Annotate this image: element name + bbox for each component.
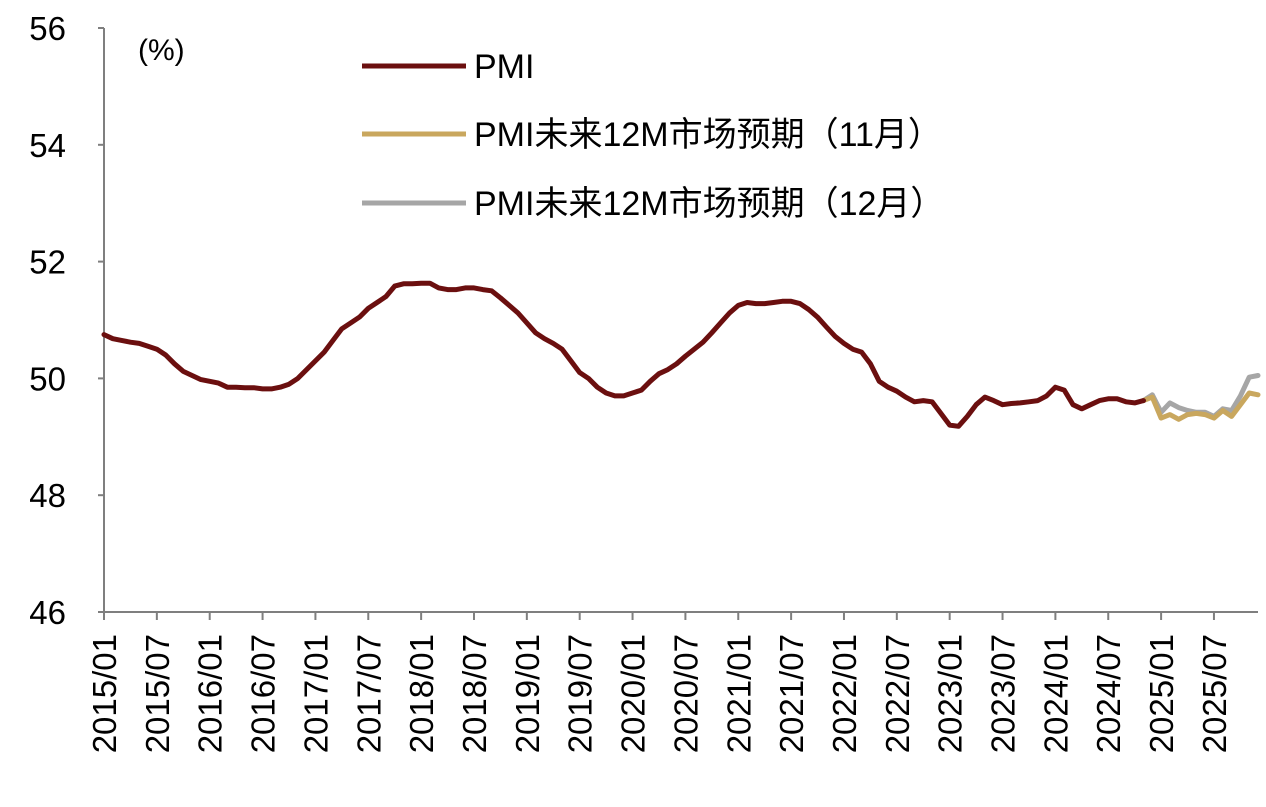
y-tick-label: 56: [29, 10, 66, 47]
x-tick-label: 2017/01: [297, 634, 334, 753]
x-tick-label: 2016/01: [192, 634, 229, 753]
x-tick-label: 2020/01: [615, 634, 652, 753]
y-tick-label: 50: [29, 360, 66, 397]
series-line-2: [1141, 373, 1261, 419]
y-tick-label: 48: [29, 477, 66, 514]
series-line-1: [1141, 390, 1261, 422]
x-tick-label: 2022/01: [826, 634, 863, 753]
y-tick-label: 46: [29, 594, 66, 631]
x-tick-label: 2024/07: [1090, 634, 1127, 753]
series-line-0: [101, 280, 1146, 429]
legend-label-0: PMI: [474, 48, 534, 86]
x-tick-label: 2018/01: [403, 634, 440, 753]
y-tick-label: 52: [29, 244, 66, 281]
x-tick-label: 2016/07: [245, 634, 282, 753]
chart-legend: PMI PMI未来12M市场预期（11月） PMI未来12M市场预期（12月）: [362, 48, 944, 223]
x-tick-label: 2022/07: [879, 634, 916, 753]
y-axis-unit-label: (%): [138, 34, 185, 67]
x-tick-label: 2023/01: [932, 634, 969, 753]
legend-label-2: PMI未来12M市场预期（12月）: [474, 185, 944, 223]
x-tick-label: 2017/07: [350, 634, 387, 753]
series-lines: [101, 280, 1261, 429]
x-tick-label: 2021/07: [773, 634, 810, 753]
x-tick-label: 2024/01: [1037, 634, 1074, 753]
x-tick-label: 2019/07: [562, 634, 599, 753]
legend-label-1: PMI未来12M市场预期（11月）: [474, 116, 942, 154]
x-tick-label: 2019/01: [509, 634, 546, 753]
x-tick-label: 2020/07: [667, 634, 704, 753]
y-tick-label: 54: [29, 127, 66, 164]
x-tick-label: 2018/07: [456, 634, 493, 753]
x-tick-label: 2021/01: [720, 634, 757, 753]
chart-axes: [103, 28, 1258, 613]
x-tick-label: 2023/07: [985, 634, 1022, 753]
x-tick-label: 2015/01: [86, 634, 123, 753]
x-tick-label: 2025/07: [1196, 634, 1233, 753]
x-axis-ticks: 2015/01 2015/07 2016/01 2016/07 2017/01 2017/…: [86, 612, 1233, 753]
x-tick-label: 2015/07: [139, 634, 176, 753]
y-axis-ticks: 46 48 50 52 54 56: [29, 10, 104, 631]
x-tick-label: 2025/01: [1143, 634, 1180, 753]
